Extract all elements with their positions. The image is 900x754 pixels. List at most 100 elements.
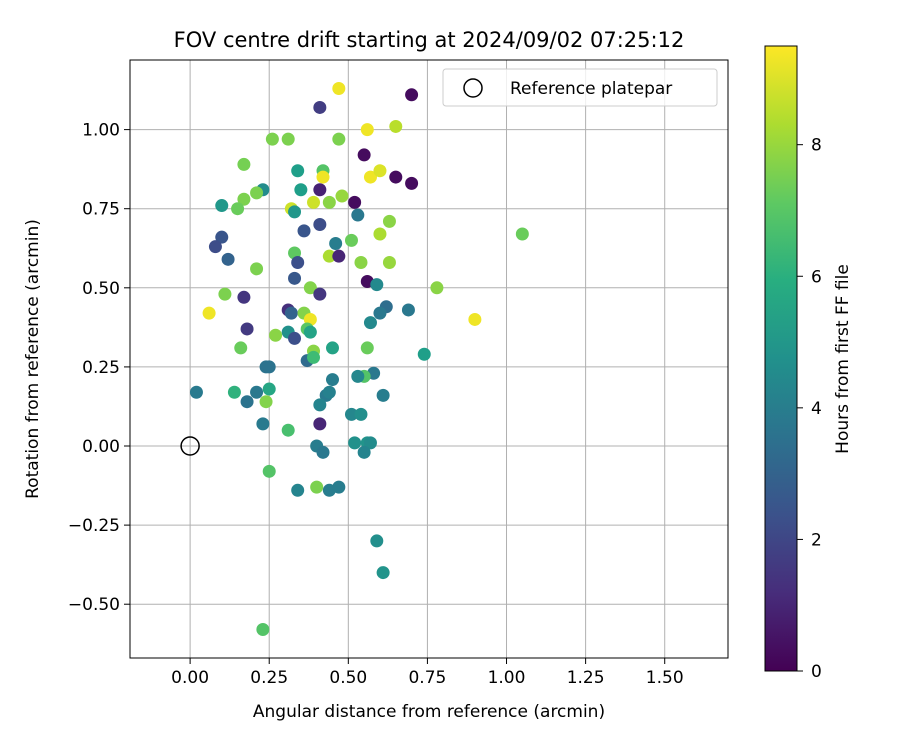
data-point [250, 186, 264, 200]
data-point [208, 240, 222, 254]
data-point [215, 199, 229, 213]
colorbar-tick-label: 8 [811, 136, 822, 156]
data-point [376, 566, 390, 580]
x-tick-label: 1.25 [567, 668, 605, 688]
data-point [291, 164, 305, 178]
data-point [313, 218, 327, 232]
data-point [307, 195, 321, 209]
y-tick-label: 1.00 [82, 121, 120, 141]
y-tick-label: 0.25 [82, 358, 120, 378]
data-point [262, 360, 276, 374]
data-point [256, 623, 270, 637]
legend-box [442, 68, 718, 107]
colorbar-tick-label: 2 [811, 530, 822, 550]
data-point [373, 227, 387, 241]
data-point [363, 436, 377, 450]
data-point [227, 385, 241, 399]
data-point [376, 388, 390, 402]
data-point [354, 255, 368, 269]
data-point [250, 385, 264, 399]
data-point [218, 287, 232, 301]
y-tick-label: −0.50 [68, 595, 120, 615]
data-point [329, 237, 343, 251]
legend-label: Reference platepar [510, 79, 672, 99]
data-point [382, 214, 396, 228]
scatter-points [189, 81, 529, 637]
data-point [357, 445, 371, 459]
legend: Reference platepar [442, 68, 718, 107]
data-point [256, 417, 270, 431]
data-point [335, 189, 349, 203]
y-tick-label: 0.50 [82, 279, 120, 299]
data-point [515, 227, 529, 241]
data-point [357, 148, 371, 162]
data-point [344, 233, 358, 247]
colorbar-tick-label: 0 [811, 662, 822, 682]
x-tick-label: 1.00 [488, 668, 526, 688]
data-point [237, 157, 251, 171]
data-point [237, 290, 251, 304]
data-point [401, 303, 415, 317]
data-point [363, 170, 377, 184]
data-point [468, 312, 482, 326]
data-point [291, 255, 305, 269]
data-point [303, 281, 317, 295]
data-point [313, 183, 327, 197]
data-point [221, 252, 235, 266]
data-point [250, 262, 264, 276]
grid-lines [130, 60, 728, 658]
data-point [189, 385, 203, 399]
data-point [215, 230, 229, 244]
data-point [348, 195, 362, 209]
data-point [316, 170, 330, 184]
data-point [262, 464, 276, 478]
data-point [297, 224, 311, 238]
colorbar-ticks: 0 2 4 6 8 [797, 136, 822, 682]
data-point [348, 436, 362, 450]
data-point [325, 341, 339, 355]
reference-marker [180, 436, 200, 456]
data-point [262, 382, 276, 396]
data-point [313, 417, 327, 431]
data-point [288, 331, 302, 345]
data-point [389, 170, 403, 184]
data-point [332, 132, 346, 146]
data-point [332, 480, 346, 494]
colorbar-gradient [764, 45, 798, 672]
data-point [322, 249, 336, 263]
data-point [234, 341, 248, 355]
colorbar-tick-label: 6 [811, 267, 822, 287]
chart-title: FOV centre drift starting at 2024/09/02 … [174, 28, 685, 52]
y-tick-label: −0.25 [68, 516, 120, 536]
data-point [360, 123, 374, 137]
data-point [310, 480, 324, 494]
data-point [240, 395, 254, 409]
data-point [288, 205, 302, 219]
data-point [291, 483, 305, 497]
y-tick-label: 0.75 [82, 200, 120, 220]
y-tick-label: 0.00 [82, 437, 120, 457]
legend-marker [463, 78, 483, 98]
plot-frame [129, 59, 729, 659]
data-point [373, 164, 387, 178]
data-point [417, 347, 431, 361]
data-point [351, 369, 365, 383]
data-point [382, 255, 396, 269]
y-axis: −0.50 −0.25 0.00 0.25 0.50 0.75 1.00 [68, 121, 130, 615]
colorbar: 0 2 4 6 8 Hours from first FF file [764, 45, 853, 682]
data-point [231, 202, 245, 216]
data-point [265, 132, 279, 146]
data-point [370, 278, 384, 292]
data-point [322, 385, 336, 399]
data-point [322, 195, 336, 209]
data-point [316, 445, 330, 459]
data-point [325, 373, 339, 387]
data-point [313, 287, 327, 301]
data-point [269, 328, 283, 342]
x-tick-label: 0.75 [408, 668, 446, 688]
data-point [344, 407, 358, 421]
data-point [294, 183, 308, 197]
x-tick-label: 0.25 [250, 668, 288, 688]
data-point [237, 192, 251, 206]
